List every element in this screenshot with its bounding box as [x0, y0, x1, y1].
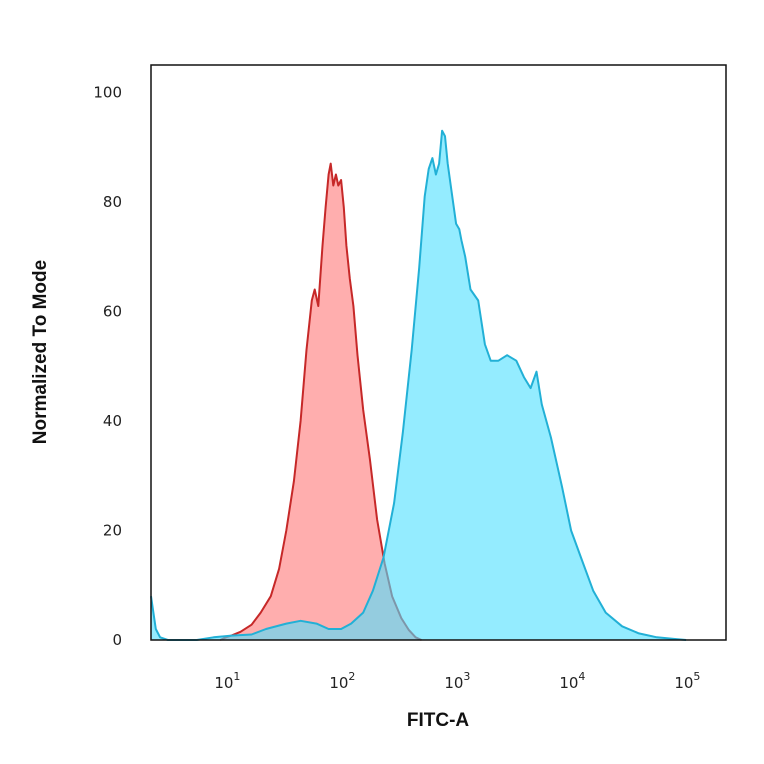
x-axis-title: FITC-A — [407, 710, 470, 731]
plot-frame — [150, 64, 727, 641]
x-tick-label: 103 — [444, 670, 470, 692]
series-1-area — [220, 163, 422, 640]
x-axis-ticks: 101 102 103 104 105 — [214, 670, 700, 692]
y-axis-ticks: 0 20 40 60 80 100 — [93, 83, 122, 649]
x-tick-label: 101 — [214, 670, 240, 692]
x-tick-label: 105 — [674, 670, 700, 692]
series-layer — [150, 129, 687, 641]
series-1-line — [219, 162, 422, 641]
series-2-area — [151, 130, 687, 640]
y-tick-label: 80 — [103, 193, 122, 211]
y-tick-label: 60 — [103, 302, 122, 320]
series-2-line — [150, 129, 687, 641]
y-tick-label: 100 — [93, 83, 122, 101]
x-tick-label: 102 — [329, 670, 355, 692]
y-axis-title: Normalized To Mode — [30, 260, 51, 444]
y-tick-label: 40 — [103, 412, 122, 430]
x-tick-label: 104 — [559, 670, 585, 692]
y-tick-label: 20 — [103, 521, 122, 539]
y-tick-label: 0 — [112, 631, 122, 649]
